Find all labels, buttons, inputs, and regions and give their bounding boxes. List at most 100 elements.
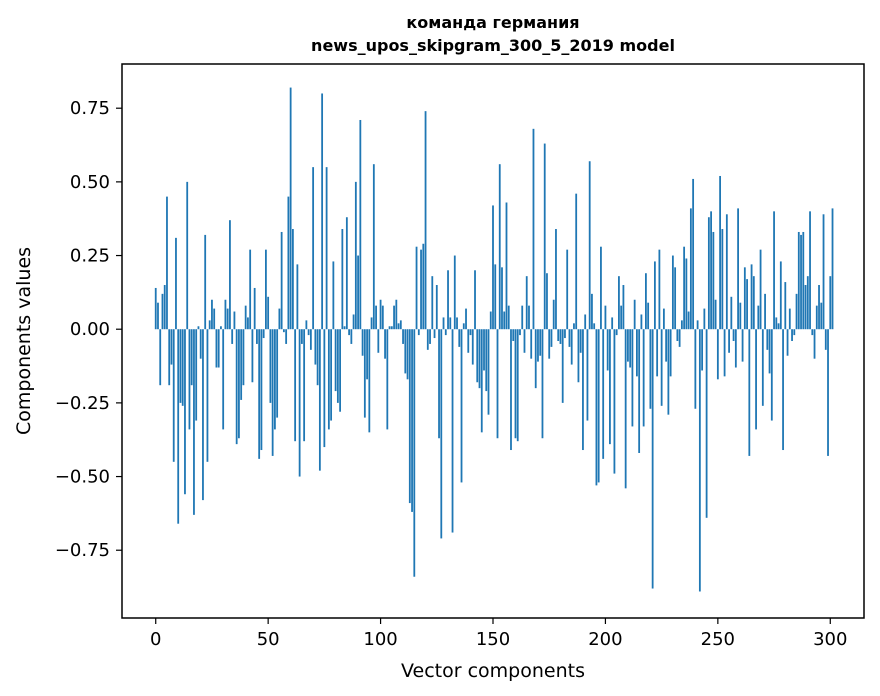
bar — [748, 329, 751, 456]
bar — [734, 329, 737, 368]
bar — [258, 329, 261, 459]
bar — [489, 311, 492, 330]
bar — [435, 285, 438, 330]
bar — [154, 287, 157, 330]
bar — [172, 329, 175, 462]
bar — [274, 329, 276, 430]
bar — [541, 329, 544, 439]
bar — [294, 329, 297, 442]
bar — [287, 196, 290, 330]
bar — [566, 249, 569, 330]
bar — [386, 329, 389, 430]
bar — [770, 329, 773, 421]
bar — [687, 311, 690, 330]
bar — [627, 329, 629, 362]
bar — [570, 329, 573, 365]
bar — [202, 329, 204, 501]
bar — [802, 231, 805, 330]
bar — [368, 329, 371, 433]
bar — [786, 329, 789, 356]
chart-subtitle: news_upos_skipgram_300_5_2019 model — [311, 36, 675, 55]
bar — [656, 329, 659, 377]
x-tick-label: 300 — [813, 629, 847, 650]
bar — [739, 302, 742, 330]
bar — [431, 276, 434, 330]
x-axis-ticks: 0 50 100 150 200 250 300 — [150, 618, 847, 650]
bar — [235, 329, 238, 445]
bar — [561, 329, 564, 403]
bar — [166, 196, 168, 330]
bar — [467, 329, 470, 353]
bar — [474, 270, 476, 330]
bar — [678, 329, 681, 347]
bar — [220, 326, 222, 330]
bar — [593, 323, 596, 330]
bar — [260, 329, 263, 451]
bar — [683, 246, 686, 330]
bar — [539, 329, 542, 356]
bar — [229, 220, 231, 330]
bar — [372, 164, 375, 330]
bar — [779, 261, 782, 330]
bar — [316, 329, 319, 386]
bar — [611, 317, 614, 330]
bar — [507, 305, 510, 330]
bar — [791, 329, 793, 341]
bar — [674, 267, 677, 330]
bar — [280, 231, 283, 330]
bar — [640, 314, 643, 330]
bar — [447, 270, 449, 330]
bar — [645, 273, 647, 330]
bar — [159, 329, 162, 386]
bar — [714, 299, 717, 330]
bar — [359, 119, 362, 330]
bar — [291, 229, 294, 330]
bar — [514, 329, 517, 439]
bar — [746, 279, 748, 330]
bar — [788, 308, 791, 330]
y-axis-ticks: −0.75 −0.50 −0.25 0.00 0.25 0.50 0.75 — [55, 98, 122, 561]
bar — [701, 329, 704, 371]
bar — [404, 329, 407, 374]
bar — [161, 293, 164, 330]
bar — [519, 329, 521, 336]
bar — [719, 175, 721, 330]
bar — [797, 231, 800, 330]
bar — [361, 329, 364, 356]
bar — [777, 323, 780, 330]
bar — [602, 329, 605, 459]
bar — [433, 329, 436, 339]
bar — [265, 249, 267, 330]
bar — [195, 329, 198, 421]
bar — [377, 329, 380, 353]
bar — [586, 329, 589, 421]
bar — [330, 329, 333, 421]
bar — [312, 167, 315, 330]
bar — [609, 329, 611, 445]
bar — [667, 329, 670, 415]
bar — [809, 211, 811, 330]
bar — [618, 276, 620, 330]
bar — [653, 261, 656, 330]
bar — [613, 329, 616, 474]
bar — [775, 317, 778, 330]
bar — [458, 329, 461, 347]
x-axis-label: Vector components — [401, 660, 585, 682]
bar — [600, 246, 602, 330]
bar — [406, 329, 409, 380]
bar — [271, 329, 274, 456]
bar — [815, 305, 818, 330]
bar — [496, 329, 499, 439]
x-tick-label: 100 — [363, 629, 397, 650]
bar — [339, 329, 341, 412]
bar — [177, 329, 180, 524]
bar — [595, 329, 598, 486]
bar — [525, 276, 528, 330]
y-tick-label: −0.25 — [55, 393, 110, 414]
bar — [411, 329, 413, 512]
bar — [456, 317, 458, 330]
bar — [438, 329, 440, 439]
bar — [193, 329, 195, 515]
bar — [494, 264, 497, 330]
